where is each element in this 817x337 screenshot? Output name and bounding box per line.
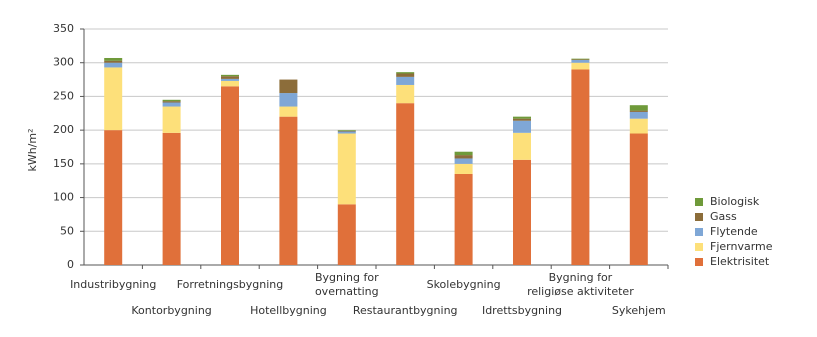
bar-segment xyxy=(279,106,298,117)
bar-segment xyxy=(337,130,356,132)
bar-segment xyxy=(396,84,415,104)
bar-segment xyxy=(221,78,239,81)
bar-segment xyxy=(221,74,239,77)
y-tick-label: 350 xyxy=(53,22,74,35)
bar-segment xyxy=(571,69,590,265)
x-tick-label: Bygning for overnatting xyxy=(314,271,379,298)
bar-segment xyxy=(279,93,298,107)
bar-segment xyxy=(221,80,239,87)
bar-segment xyxy=(396,72,415,74)
bar-segment xyxy=(337,130,356,131)
bar-segment xyxy=(104,130,123,265)
y-axis-label: kWh/m² xyxy=(26,128,39,171)
bar-segment xyxy=(221,76,239,79)
legend-label: Gass xyxy=(710,210,737,223)
legend-label: Flytende xyxy=(710,225,758,238)
bar-segment xyxy=(162,132,181,265)
legend-swatch xyxy=(695,213,703,221)
bar-segment xyxy=(513,120,531,133)
bar-segment xyxy=(513,132,531,160)
bar-segment xyxy=(629,110,648,112)
legend-label: Biologisk xyxy=(710,195,760,208)
bar-segment xyxy=(396,73,415,77)
x-tick-label: Idrettsbygning xyxy=(481,304,563,317)
bar-segment xyxy=(104,60,123,63)
x-tick-label: Kontorbygning xyxy=(131,304,212,317)
bar-segment xyxy=(454,158,473,164)
x-tick-label: Hotellbygning xyxy=(250,304,327,317)
bar-segment xyxy=(162,106,181,133)
legend-swatch xyxy=(695,258,703,266)
y-tick-label: 100 xyxy=(53,191,74,204)
bar-segment xyxy=(104,62,123,68)
x-tick-label: Industribygning xyxy=(70,278,157,291)
bar-segment xyxy=(337,133,356,205)
legend-label: Elektrisitet xyxy=(710,255,770,268)
bar-segment xyxy=(162,102,181,107)
y-tick-label: 300 xyxy=(53,56,74,69)
bar-segment xyxy=(571,60,590,63)
bar-segment xyxy=(454,151,473,156)
bar-segment xyxy=(629,118,648,134)
bar-segment xyxy=(454,155,473,159)
bar-segment xyxy=(629,105,648,111)
bar-segment xyxy=(629,111,648,119)
bar-segment xyxy=(337,204,356,265)
legend-swatch xyxy=(695,198,703,206)
bar-segment xyxy=(513,118,531,121)
legend-swatch xyxy=(695,228,703,236)
bar-segment xyxy=(571,58,590,60)
x-tick-label: Forretningsbygning xyxy=(176,278,284,291)
x-tick-label: Sykehjem xyxy=(611,304,666,317)
bar-segment xyxy=(337,131,356,134)
y-tick-label: 250 xyxy=(53,89,74,102)
legend-label: Fjernvarme xyxy=(710,240,773,253)
bar-segment xyxy=(396,103,415,266)
bar-segment xyxy=(104,67,123,131)
bar-segment xyxy=(454,163,473,174)
bar-segment xyxy=(396,76,415,85)
x-tick-label: Bygning for religiøse aktiviteter xyxy=(527,271,634,298)
bar-segment xyxy=(571,59,590,61)
bar-segment xyxy=(513,159,531,265)
bar-segment xyxy=(629,133,648,265)
bar-segment xyxy=(454,173,473,265)
legend-swatch xyxy=(695,243,703,251)
y-tick-label: 0 xyxy=(67,258,74,271)
bar-segment xyxy=(104,57,123,61)
bar-segment xyxy=(221,86,239,265)
bar-segment xyxy=(279,116,298,266)
x-tick-label: Skolebygning xyxy=(426,278,501,291)
y-tick-label: 150 xyxy=(53,157,74,170)
bar-segment xyxy=(571,62,590,70)
y-tick-label: 50 xyxy=(60,224,74,237)
bar-segment xyxy=(162,101,181,103)
y-tick-label: 200 xyxy=(53,123,74,136)
bar-segment xyxy=(279,79,298,94)
bar-segment xyxy=(513,116,531,119)
bar-segment xyxy=(162,99,181,102)
x-tick-label: Restaurantbygning xyxy=(352,304,458,317)
